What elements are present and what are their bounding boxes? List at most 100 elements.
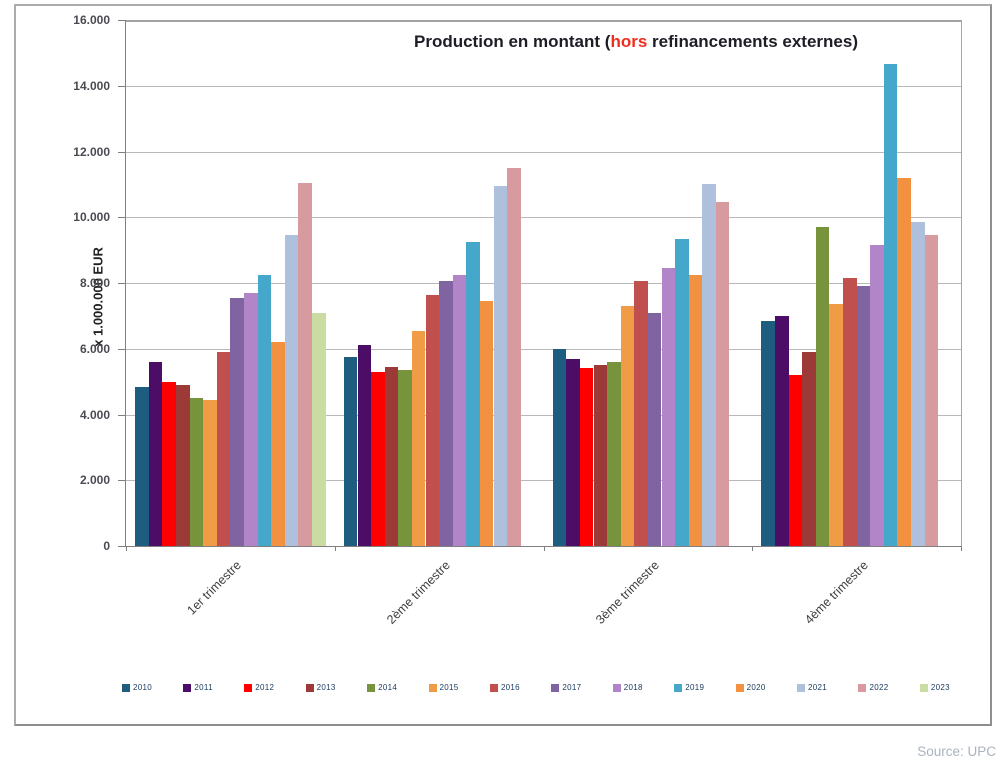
legend-label: 2016 bbox=[500, 683, 520, 692]
bar bbox=[162, 382, 176, 546]
bar bbox=[216, 352, 231, 546]
y-tick-label: 2.000 bbox=[79, 473, 110, 487]
y-tick-label: 0 bbox=[103, 539, 110, 553]
bar bbox=[829, 304, 843, 546]
legend-label: 2011 bbox=[194, 683, 213, 692]
legend-swatch bbox=[551, 683, 560, 692]
bar bbox=[675, 239, 689, 546]
x-category-label: 4ème trimestre bbox=[802, 558, 871, 627]
y-tick-mark bbox=[118, 217, 125, 218]
bar bbox=[384, 367, 399, 546]
legend-swatch bbox=[428, 683, 437, 692]
bar bbox=[357, 345, 372, 546]
y-tick-mark bbox=[118, 480, 125, 481]
gridline bbox=[126, 480, 961, 481]
bar bbox=[620, 306, 635, 546]
bar bbox=[911, 222, 925, 546]
legend: 2010 2011 2012 2013 2014 2015 2016 2017 2018 2019… bbox=[122, 683, 950, 692]
bar bbox=[343, 357, 358, 546]
legend-item: 2022 bbox=[858, 683, 888, 692]
legend-item: 2012 bbox=[244, 683, 274, 692]
plot-area: x 1.000.000 EUR 0 2.000 4.000 6.000 8.000 10.… bbox=[73, 13, 962, 627]
x-axis-tick bbox=[544, 546, 545, 551]
bar bbox=[284, 235, 299, 546]
bar bbox=[843, 278, 857, 546]
y-tick-mark bbox=[118, 349, 125, 350]
legend-label: 2021 bbox=[808, 683, 828, 692]
y-tick-label: 12.000 bbox=[73, 145, 110, 159]
gridline bbox=[126, 152, 961, 153]
legend-item: 2010 bbox=[122, 683, 152, 692]
y-tick-label: 6.000 bbox=[79, 342, 110, 356]
x-axis-tick bbox=[335, 546, 336, 551]
bar bbox=[924, 235, 939, 546]
x-category-label: 1er trimestre bbox=[184, 558, 244, 618]
legend-item: 2014 bbox=[367, 683, 397, 692]
legend-label: 2015 bbox=[439, 683, 459, 692]
chart-title: Production en montant (hors refinancemen… bbox=[311, 32, 961, 52]
bar bbox=[298, 183, 312, 546]
y-tick-label: 4.000 bbox=[79, 408, 110, 422]
gridline bbox=[126, 283, 961, 284]
legend-swatch bbox=[489, 683, 498, 692]
bar bbox=[607, 362, 621, 546]
gridline bbox=[126, 86, 961, 87]
bar bbox=[856, 286, 871, 546]
legend-item: 2020 bbox=[735, 683, 766, 692]
legend-item: 2015 bbox=[428, 683, 459, 692]
bar bbox=[425, 295, 440, 546]
bar bbox=[411, 331, 426, 546]
y-tick-label: 8.000 bbox=[79, 276, 110, 290]
y-tick-mark bbox=[118, 20, 125, 21]
y-axis-title: x 1.000.000 EUR bbox=[90, 247, 106, 347]
bar bbox=[439, 281, 453, 546]
legend-item: 2018 bbox=[612, 683, 643, 692]
legend-label: 2023 bbox=[930, 683, 950, 692]
x-category-label: 2ème trimestre bbox=[384, 558, 453, 627]
bar bbox=[688, 275, 703, 546]
y-tick-label: 14.000 bbox=[73, 79, 110, 93]
bar bbox=[647, 313, 662, 546]
bar bbox=[257, 275, 272, 546]
y-tick-mark bbox=[118, 546, 125, 547]
bar bbox=[579, 368, 594, 546]
gridline bbox=[126, 349, 961, 350]
bar bbox=[452, 275, 467, 546]
gridline bbox=[126, 20, 961, 22]
y-tick-mark bbox=[118, 152, 125, 153]
x-axis-tick bbox=[126, 546, 127, 551]
bar bbox=[761, 321, 775, 546]
legend-swatch bbox=[735, 683, 744, 692]
legend-swatch bbox=[244, 683, 253, 692]
bar bbox=[897, 178, 911, 546]
legend-label: 2012 bbox=[255, 683, 275, 692]
chart-title-highlight: hors bbox=[610, 32, 648, 51]
legend-swatch bbox=[305, 683, 314, 692]
bar bbox=[312, 313, 326, 546]
legend-swatch bbox=[858, 683, 867, 692]
bar bbox=[230, 298, 244, 546]
legend-item: 2021 bbox=[797, 683, 827, 692]
bar bbox=[244, 293, 258, 546]
chart-area: Production en montant (hors refinancemen… bbox=[14, 4, 992, 726]
legend-label: 2022 bbox=[869, 683, 889, 692]
legend-item: 2016 bbox=[489, 683, 520, 692]
bar bbox=[507, 168, 521, 546]
legend-label: 2010 bbox=[133, 683, 152, 692]
legend-item: 2023 bbox=[919, 683, 950, 692]
legend-swatch bbox=[674, 683, 683, 692]
legend-label: 2018 bbox=[623, 683, 643, 692]
bar bbox=[398, 370, 412, 546]
x-axis-tick bbox=[752, 546, 753, 551]
x-axis-tick bbox=[961, 546, 962, 551]
y-tick-mark bbox=[118, 415, 125, 416]
chart-title-prefix: Production en montant ( bbox=[414, 32, 611, 51]
bar bbox=[466, 242, 480, 546]
bar bbox=[135, 387, 149, 546]
bar bbox=[815, 227, 830, 546]
legend-swatch bbox=[919, 683, 928, 692]
bar bbox=[775, 316, 789, 546]
y-tick-label: 10.000 bbox=[73, 210, 110, 224]
legend-swatch bbox=[612, 683, 621, 692]
